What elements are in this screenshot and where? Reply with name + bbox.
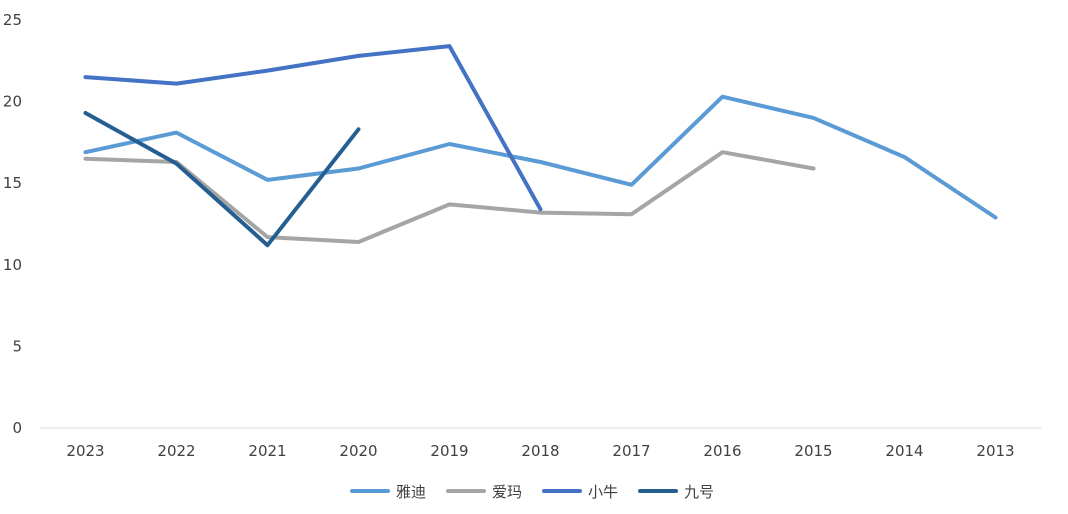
x-tick-label: 2023 — [66, 442, 104, 460]
y-tick-label: 0 — [12, 419, 22, 437]
x-tick-label: 2020 — [339, 442, 377, 460]
y-tick-label: 10 — [3, 256, 22, 274]
x-tick-label: 2014 — [885, 442, 923, 460]
series-line-0 — [83, 94, 998, 220]
legend-label: 爱玛 — [492, 483, 522, 501]
x-tick-label: 2018 — [521, 442, 559, 460]
series-line-3 — [83, 111, 361, 248]
legend-label: 小牛 — [588, 483, 618, 501]
x-tick-label: 2017 — [612, 442, 650, 460]
series-lines — [83, 44, 998, 248]
series-line-2 — [83, 44, 543, 212]
y-tick-label: 25 — [3, 11, 22, 29]
y-axis-ticks: 0 5 10 15 20 25 — [3, 11, 22, 437]
x-tick-label: 2022 — [157, 442, 195, 460]
legend-label: 雅迪 — [396, 483, 426, 501]
legend-label: 九号 — [684, 483, 714, 501]
y-tick-label: 15 — [3, 174, 22, 192]
x-tick-label: 2016 — [703, 442, 741, 460]
legend-item: 九号 — [638, 483, 714, 501]
legend: 雅迪 爱玛 小牛 九号 — [350, 483, 714, 501]
legend-item: 爱玛 — [446, 483, 522, 501]
y-tick-label: 20 — [3, 93, 22, 111]
x-tick-label: 2015 — [794, 442, 832, 460]
x-tick-label: 2021 — [248, 442, 286, 460]
x-tick-label: 2019 — [430, 442, 468, 460]
legend-item: 小牛 — [542, 483, 618, 501]
legend-item: 雅迪 — [350, 483, 426, 501]
y-tick-label: 5 — [12, 337, 22, 355]
x-axis-ticks: 2023 2022 2021 2020 2019 2018 2017 2016 2015 2014… — [66, 442, 1014, 460]
series-line-1 — [83, 150, 816, 244]
x-tick-label: 2013 — [976, 442, 1014, 460]
